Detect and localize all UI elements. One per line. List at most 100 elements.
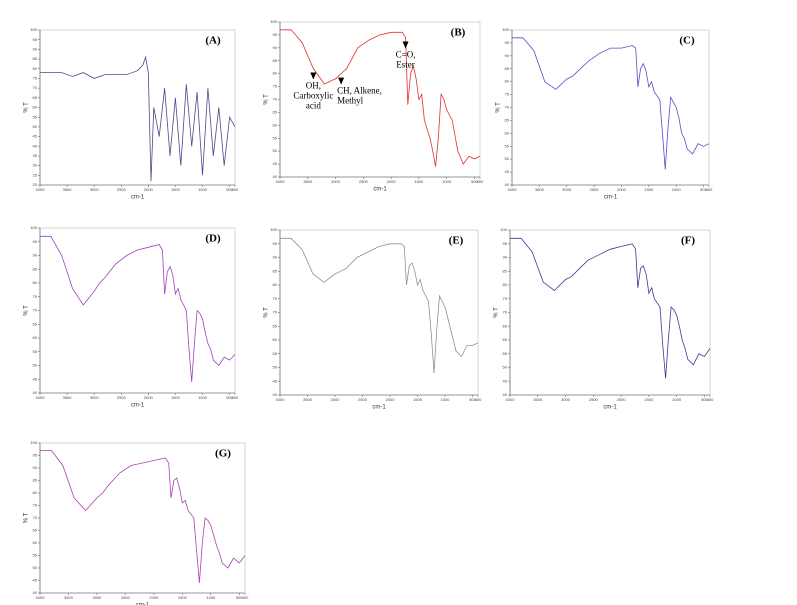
y-tick-label: 55 (273, 135, 278, 140)
y-tick-label: 80 (33, 66, 38, 71)
panel-title: (B) (451, 27, 466, 39)
y-tick-label: 50 (503, 365, 508, 370)
panel-title: (A) (205, 35, 221, 47)
y-tick-label: 75 (505, 92, 510, 97)
plot-frame (39, 29, 236, 186)
x-tick-label: 500 (471, 179, 478, 184)
y-tick-label: 90 (273, 45, 278, 50)
x-axis-label: cm-1 (373, 187, 387, 193)
y-axis-label: % T (24, 512, 30, 523)
spectrum-line (510, 237, 711, 379)
annotation-arrow (310, 72, 317, 80)
annotation-text: Methyl (337, 96, 363, 106)
y-tick-label: 80 (503, 282, 508, 287)
x-axis-label: cm-1 (131, 403, 145, 409)
y-tick-label: 65 (503, 323, 508, 328)
y-tick-label: 60 (33, 335, 38, 340)
x-tick-label: 4000 (36, 187, 46, 192)
y-tick-label: 35 (33, 153, 38, 158)
x-tick-label: 1000 (198, 187, 208, 192)
y-tick-label: 45 (33, 578, 38, 583)
y-tick-label: 45 (273, 378, 278, 383)
x-tick-label: 2500 (117, 187, 127, 192)
y-tick-label: 100 (30, 27, 37, 32)
x-axis-label: cm-1 (131, 195, 145, 201)
y-tick-label: 90 (505, 53, 510, 58)
y-tick-label: 65 (273, 323, 278, 328)
x-tick-label: 2500 (359, 179, 369, 184)
y-tick-label: 100 (30, 225, 37, 230)
x-tick-label: 1500 (413, 397, 423, 402)
annotation-arrow (402, 41, 409, 49)
x-tick-label: 1000 (198, 395, 208, 400)
x-tick-label: 4000 (276, 179, 286, 184)
y-tick-label: 40 (33, 390, 38, 395)
x-tick-label: 2000 (149, 595, 159, 600)
x-tick-label: 3500 (535, 187, 545, 192)
panel-title: (E) (449, 235, 464, 247)
y-tick-label: 95 (273, 241, 278, 246)
annotation-text: Ester (396, 60, 415, 70)
y-tick-label: 25 (33, 172, 38, 177)
x-tick-label: 400 (242, 595, 249, 600)
plot-frame (279, 229, 479, 396)
y-tick-label: 40 (273, 392, 278, 397)
y-tick-label: 90 (273, 255, 278, 260)
y-tick-label: 55 (33, 349, 38, 354)
y-tick-label: 30 (33, 163, 38, 168)
y-tick-label: 70 (273, 97, 278, 102)
x-tick-label: 500 (226, 395, 233, 400)
y-tick-label: 40 (503, 392, 508, 397)
y-tick-label: 100 (500, 227, 507, 232)
x-tick-label: 500 (700, 187, 707, 192)
x-tick-label: 1000 (206, 595, 216, 600)
y-tick-label: 65 (33, 528, 38, 533)
y-tick-label: 45 (505, 169, 510, 174)
spectrum-line (40, 235, 236, 383)
x-tick-label: 2500 (358, 397, 368, 402)
y-tick-label: 90 (33, 46, 38, 51)
y-tick-label: 100 (270, 19, 277, 24)
x-tick-label: 2000 (144, 187, 154, 192)
y-axis-label: % T (264, 94, 270, 105)
plot-frame (511, 29, 710, 186)
x-tick-label: 1000 (442, 179, 452, 184)
y-tick-label: 70 (273, 310, 278, 315)
y-tick-label: 85 (33, 56, 38, 61)
plot-frame (509, 229, 711, 396)
x-tick-label: 3000 (562, 187, 572, 192)
y-tick-label: 70 (505, 105, 510, 110)
y-tick-label: 40 (273, 174, 278, 179)
annotation-text: C=O, (396, 50, 416, 60)
x-tick-label: 3000 (561, 397, 571, 402)
spectrum-line (280, 29, 481, 167)
x-tick-label: 3000 (90, 187, 100, 192)
x-tick-label: 1500 (171, 187, 181, 192)
x-tick-label: 4000 (36, 395, 46, 400)
y-tick-label: 55 (33, 114, 38, 119)
x-tick-label: 1500 (414, 179, 424, 184)
x-tick-label: 3500 (64, 595, 74, 600)
x-axis-label: cm-1 (372, 405, 386, 411)
x-tick-label: 400 (232, 187, 239, 192)
y-axis-label: % T (494, 307, 500, 318)
y-tick-label: 85 (33, 266, 38, 271)
y-tick-label: 70 (33, 515, 38, 520)
y-tick-label: 100 (270, 227, 277, 232)
y-tick-label: 65 (33, 95, 38, 100)
y-tick-label: 60 (33, 105, 38, 110)
y-tick-label: 100 (30, 440, 37, 445)
x-tick-label: 2500 (589, 397, 599, 402)
x-tick-label: 400 (232, 395, 239, 400)
y-tick-label: 75 (503, 296, 508, 301)
spectrum-line (40, 55, 236, 182)
x-tick-label: 1000 (441, 397, 451, 402)
x-axis-label: cm-1 (603, 405, 617, 411)
y-tick-label: 60 (33, 540, 38, 545)
plot-frame (39, 227, 236, 394)
y-tick-label: 55 (503, 351, 508, 356)
y-tick-label: 65 (33, 321, 38, 326)
y-tick-label: 85 (505, 66, 510, 71)
y-tick-label: 95 (33, 453, 38, 458)
y-tick-label: 75 (273, 84, 278, 89)
